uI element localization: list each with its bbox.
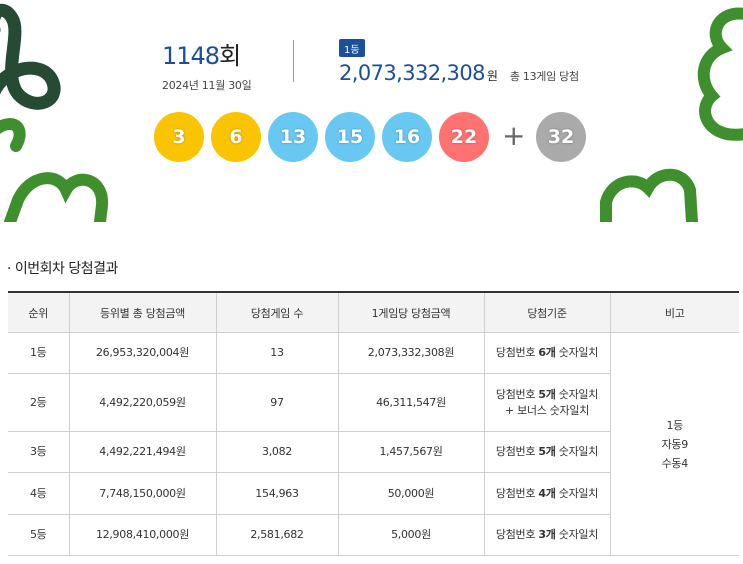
bonus-ball: 32 (536, 112, 586, 162)
table-row: 1등 26,953,320,004원 13 2,073,332,308원 당첨번… (8, 332, 739, 556)
section-title: · 이번회차 당첨결과 (7, 261, 118, 277)
criteria-suffix: 숫자일치 (555, 346, 599, 359)
games-cell: 2,581,682 (215, 514, 339, 556)
note-line: 1등 (666, 418, 684, 432)
rank-badge: 1등 (339, 39, 365, 57)
criteria-cell: 당첨번호 5개 숫자일치 + 보너스 숫자일치 (483, 373, 611, 432)
table-header-row: 순위 등위별 총 당첨금액 당첨게임 수 1게임당 당첨금액 당첨기준 비고 (8, 292, 739, 333)
table-row: 4등 7,748,150,000원 154,963 50,000원 당첨번호 4… (8, 472, 739, 515)
note-line: 수동4 (661, 456, 689, 470)
criteria-count: 5개 (538, 387, 556, 401)
header-rank: 순위 (8, 292, 70, 333)
round-number-value: 1148 (162, 42, 220, 70)
first-prize-amount: 2,073,332,308 (339, 61, 485, 85)
games-cell: 13 (215, 332, 339, 374)
leaf-decoration-right (600, 7, 743, 222)
criteria-cell: 당첨번호 5개 숫자일치 (483, 431, 611, 473)
per-game-cell: 2,073,332,308원 (337, 332, 485, 374)
per-game-cell: 50,000원 (337, 472, 485, 515)
criteria-cell: 당첨번호 3개 숫자일치 (483, 514, 611, 556)
winner-count: 총 13게임 당첨 (509, 70, 579, 83)
criteria-cell: 당첨번호 6개 숫자일치 (483, 332, 611, 374)
decoration-shapes (0, 4, 743, 222)
number-ball: 15 (325, 112, 375, 162)
note-line: 자동9 (661, 437, 689, 451)
criteria-suffix: 숫자일치 (555, 528, 599, 541)
games-cell: 154,963 (215, 472, 339, 515)
total-cell: 7,748,150,000원 (68, 472, 217, 515)
total-cell: 12,908,410,000원 (68, 514, 217, 556)
criteria-count: 3개 (538, 528, 556, 541)
table-row: 5등 12,908,410,000원 2,581,682 5,000원 당첨번호… (8, 514, 739, 556)
games-cell: 3,082 (215, 431, 339, 473)
header-total: 등위별 총 당첨금액 (68, 292, 217, 333)
first-prize-info: 1등 2,073,332,308 원 총 13게임 당첨 (339, 38, 579, 85)
note-cell: 1등 자동9 수동4 (609, 332, 739, 556)
header-per-game: 1게임당 당첨금액 (337, 292, 485, 333)
criteria-prefix: 당첨번호 (495, 387, 539, 401)
plus-icon: + (502, 119, 526, 152)
divider (293, 40, 294, 82)
games-cell: 97 (215, 373, 339, 432)
table-row: 3등 4,492,221,494원 3,082 1,457,567원 당첨번호 … (8, 431, 739, 473)
criteria-suffix: 숫자일치 (555, 445, 599, 458)
rank-cell: 2등 (8, 373, 70, 432)
prize-line: 2,073,332,308 원 총 13게임 당첨 (339, 61, 579, 85)
total-cell: 26,953,320,004원 (68, 332, 217, 374)
criteria-prefix: 당첨번호 (495, 528, 539, 541)
per-game-cell: 1,457,567원 (337, 431, 485, 473)
criteria-suffix: 숫자일치 (555, 387, 599, 401)
criteria-suffix: 숫자일치 (555, 486, 599, 500)
round-number: 1148회 (162, 36, 251, 71)
rank-cell: 1등 (8, 332, 70, 374)
loop-decoration (0, 4, 61, 110)
header-games: 당첨게임 수 (215, 292, 339, 333)
leaf-decoration-left (0, 118, 108, 222)
per-game-cell: 46,311,547원 (337, 373, 485, 432)
number-ball: 22 (439, 112, 489, 162)
criteria-count: 5개 (538, 445, 556, 458)
criteria-count: 6개 (538, 346, 556, 359)
round-info: 1148회 2024년 11월 30일 (162, 36, 252, 93)
criteria-extra: + 보너스 숫자일치 (504, 403, 590, 417)
number-ball: 3 (154, 112, 204, 162)
total-cell: 4,492,221,494원 (68, 431, 217, 473)
criteria-prefix: 당첨번호 (495, 346, 539, 359)
rank-cell: 3등 (8, 431, 70, 473)
round-suffix: 회 (219, 42, 241, 70)
number-ball: 13 (268, 112, 318, 162)
rank-cell: 4등 (8, 472, 70, 515)
number-ball: 16 (382, 112, 432, 162)
header-criteria: 당첨기준 (483, 292, 611, 333)
criteria-prefix: 당첨번호 (495, 445, 539, 458)
rank-cell: 5등 (8, 514, 70, 556)
criteria-cell: 당첨번호 4개 숫자일치 (483, 472, 611, 515)
per-game-cell: 5,000원 (337, 514, 485, 556)
winning-banner: 1148회 2024년 11월 30일 1등 2,073,332,308 원 총 1… (0, 0, 743, 222)
criteria-count: 4개 (538, 486, 556, 500)
currency-label: 원 (486, 69, 498, 83)
criteria-prefix: 당첨번호 (495, 486, 539, 500)
draw-date: 2024년 11월 30일 (162, 79, 252, 92)
results-table: 순위 등위별 총 당첨금액 당첨게임 수 1게임당 당첨금액 당첨기준 비고 1… (8, 291, 739, 556)
total-cell: 4,492,220,059원 (68, 373, 217, 432)
header-note: 비고 (609, 292, 739, 333)
number-ball: 6 (211, 112, 261, 162)
